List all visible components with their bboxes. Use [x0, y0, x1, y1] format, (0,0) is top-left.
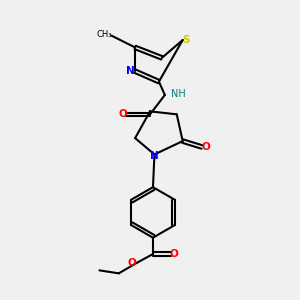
Text: N: N: [126, 66, 135, 76]
Text: N: N: [150, 151, 159, 161]
Text: O: O: [201, 142, 210, 152]
Text: NH: NH: [171, 88, 186, 98]
Text: CH₃: CH₃: [96, 30, 112, 39]
Text: O: O: [118, 109, 127, 119]
Text: O: O: [128, 258, 136, 268]
Text: O: O: [170, 249, 179, 259]
Text: S: S: [182, 35, 189, 45]
